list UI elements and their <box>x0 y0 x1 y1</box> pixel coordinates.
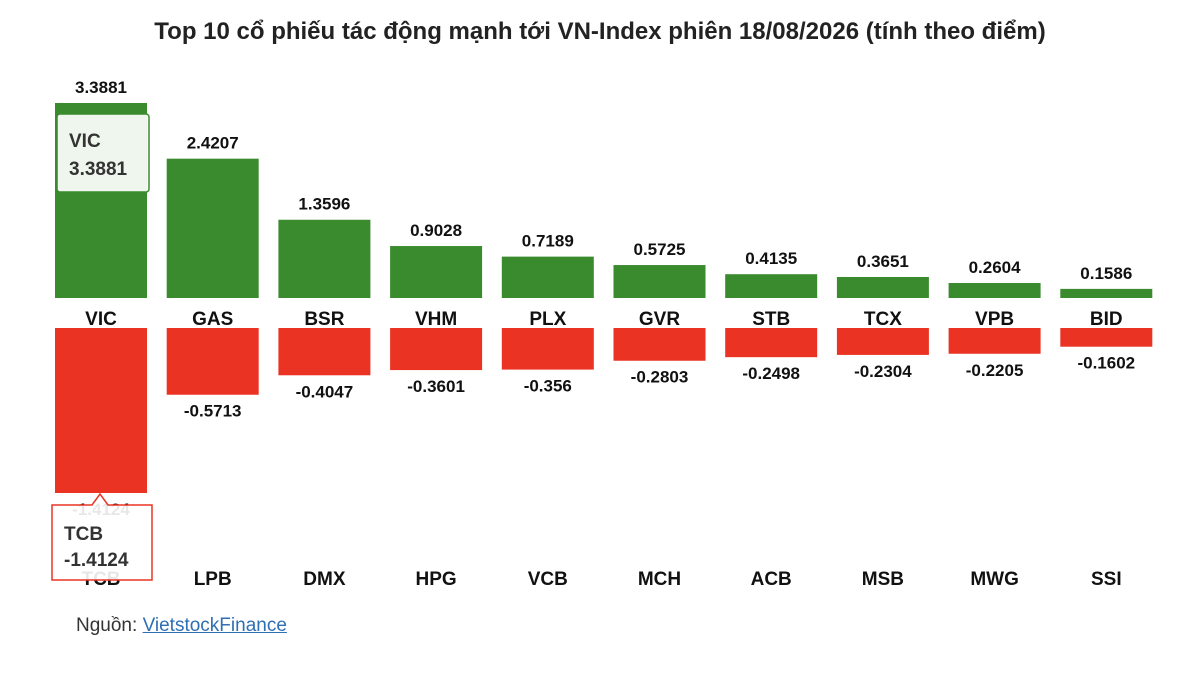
category-label-positive: GAS <box>192 309 233 330</box>
bar-positive-gvr[interactable] <box>613 265 706 298</box>
tooltip-ticker: VIC <box>69 131 101 152</box>
bar-positive-vhm[interactable] <box>390 246 483 298</box>
category-label-positive: BID <box>1090 309 1123 330</box>
category-label-negative: VCB <box>528 569 568 590</box>
bar-negative-ssi[interactable] <box>1060 328 1153 347</box>
source-link[interactable]: VietstockFinance <box>142 615 287 636</box>
bar-negative-mwg[interactable] <box>948 328 1041 354</box>
data-label-negative: -0.356 <box>524 377 572 396</box>
data-label-negative: -0.4047 <box>296 382 354 401</box>
bar-negative-acb[interactable] <box>725 328 818 358</box>
category-label-negative: MSB <box>862 569 904 590</box>
data-label-positive: 0.4135 <box>745 249 797 268</box>
bar-negative-hpg[interactable] <box>390 328 483 371</box>
data-label-negative: -0.2205 <box>966 361 1024 380</box>
data-label-positive: 2.4207 <box>187 134 239 153</box>
tooltip-value: -1.4124 <box>64 550 129 571</box>
bar-positive-bsr[interactable] <box>278 219 371 298</box>
category-label-positive: BSR <box>304 309 344 330</box>
data-label-positive: 3.3881 <box>75 78 127 97</box>
data-label-positive: 0.5725 <box>634 240 686 259</box>
category-label-negative: DMX <box>303 569 346 590</box>
category-label-negative: MCH <box>638 569 681 590</box>
category-label-negative: HPG <box>416 569 457 590</box>
tooltip-box <box>51 492 153 581</box>
tooltip-vic: VIC 3.3881 <box>56 113 150 193</box>
data-label-negative: -0.1602 <box>1077 354 1135 373</box>
bar-negative-lpb[interactable] <box>166 328 259 395</box>
bar-positive-stb[interactable] <box>725 274 818 298</box>
bar-negative-dmx[interactable] <box>278 328 371 376</box>
bar-negative-vcb[interactable] <box>501 328 594 370</box>
data-label-positive: 0.3651 <box>857 252 909 271</box>
data-label-negative: -0.5713 <box>184 402 242 421</box>
bar-negative-tcb[interactable] <box>55 328 147 493</box>
bar-positive-bid[interactable] <box>1060 288 1153 298</box>
tooltip-value: 3.3881 <box>69 159 128 180</box>
source-label: Nguồn: <box>76 615 138 636</box>
data-label-positive: 0.7189 <box>522 232 574 251</box>
category-label-negative: SSI <box>1091 569 1122 590</box>
category-label-positive: STB <box>752 309 790 330</box>
category-label-positive: GVR <box>639 309 680 330</box>
category-label-negative: ACB <box>751 569 792 590</box>
data-label-negative: -0.3601 <box>407 377 465 396</box>
data-label-negative: -0.2304 <box>854 362 912 381</box>
chart-title: Top 10 cổ phiếu tác động mạnh tới VN-Ind… <box>154 18 1046 45</box>
category-label-positive: VPB <box>975 309 1014 330</box>
data-label-negative: -0.2803 <box>631 368 689 387</box>
source-line: Nguồn: VietstockFinance <box>76 615 287 637</box>
bar-positive-plx[interactable] <box>501 256 594 298</box>
tooltip-ticker: TCB <box>64 524 103 545</box>
category-label-positive: VHM <box>415 309 457 330</box>
bar-negative-mch[interactable] <box>613 328 706 361</box>
data-label-positive: 0.9028 <box>410 221 462 240</box>
data-label-positive: 0.1586 <box>1080 264 1132 283</box>
category-label-positive: TCX <box>864 309 902 330</box>
bar-negative-msb[interactable] <box>836 328 929 355</box>
category-label-negative: MWG <box>970 569 1019 590</box>
category-label-negative: LPB <box>194 569 232 590</box>
bar-positive-tcx[interactable] <box>836 276 929 298</box>
data-label-positive: 1.3596 <box>298 195 350 214</box>
tooltip-box <box>56 113 150 193</box>
data-label-negative: -0.2498 <box>742 364 800 383</box>
category-label-positive: VIC <box>85 309 117 330</box>
bar-positive-vpb[interactable] <box>948 283 1041 298</box>
data-label-positive: 0.2604 <box>969 258 1022 277</box>
bar-positive-gas[interactable] <box>166 158 259 298</box>
tooltip-tcb: TCB -1.4124 <box>51 492 153 581</box>
category-label-positive: PLX <box>529 309 566 330</box>
